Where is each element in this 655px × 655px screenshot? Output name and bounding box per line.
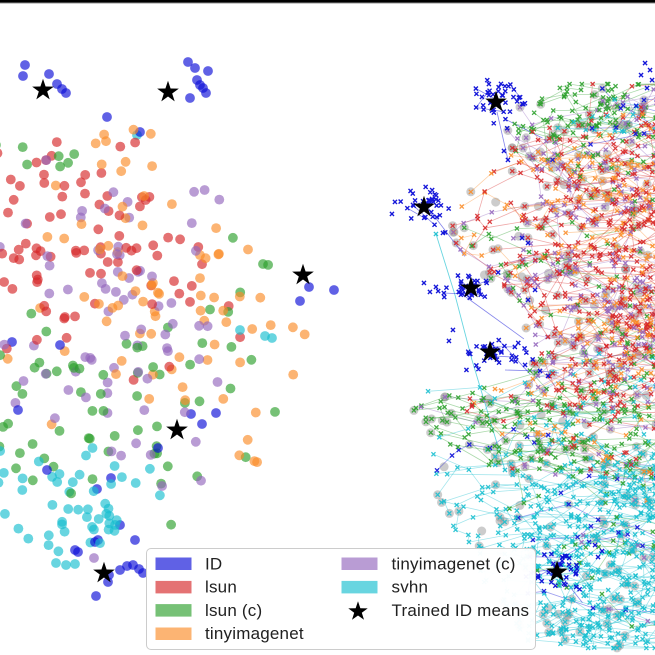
svg-text:tinyimagenet (c): tinyimagenet (c): [392, 554, 516, 573]
svg-text:ID: ID: [205, 554, 222, 573]
svg-text:svhn: svhn: [392, 578, 429, 597]
svg-text:lsun (c): lsun (c): [205, 601, 262, 620]
svg-text:tinyimagenet: tinyimagenet: [205, 624, 304, 643]
svg-text:lsun: lsun: [205, 578, 237, 597]
svg-text:Trained ID means: Trained ID means: [392, 601, 530, 620]
